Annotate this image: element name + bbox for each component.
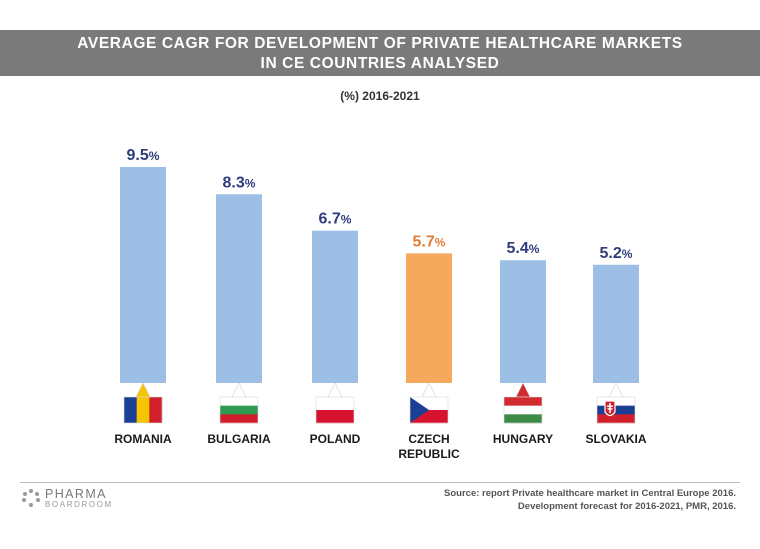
- bulgaria-flag-icon: [219, 382, 259, 424]
- bar-slovakia: [593, 264, 639, 383]
- value-label: 9.5%: [127, 147, 160, 164]
- value-label: 5.4%: [507, 240, 540, 257]
- source-line-1: Source: report Private healthcare market…: [444, 488, 736, 499]
- category-label: BULGARIA: [207, 432, 271, 446]
- category-label: REPUBLIC: [398, 447, 460, 461]
- czech-flag-icon: [409, 382, 449, 424]
- brand-subname: BOARDROOM: [45, 500, 113, 509]
- chart-title-line-2: IN CE COUNTRIES ANALYSED: [260, 55, 500, 72]
- chart-subtitle: (%) 2016-2021: [340, 89, 420, 103]
- bar-poland: [312, 230, 358, 383]
- category-label: ROMANIA: [114, 432, 172, 446]
- value-label: 8.3%: [223, 174, 256, 191]
- bar-romania: [120, 167, 166, 383]
- bar-chart: 9.5% ROMANIA 8.3% BULGARIA 6.7% POLAND 5.7% CZE…: [114, 147, 647, 461]
- chart-title-line-1: AVERAGE CAGR FOR DEVELOPMENT OF PRIVATE …: [77, 35, 683, 52]
- value-label: 6.7%: [319, 211, 352, 228]
- value-label: 5.7%: [413, 233, 446, 250]
- category-label: CZECH: [408, 432, 449, 446]
- category-label: HUNGARY: [493, 432, 553, 446]
- slovakia-flag-icon: [596, 382, 636, 424]
- hungary-flag-icon: [503, 382, 543, 424]
- source-note: Source: report Private healthcare market…: [444, 487, 736, 513]
- bar-czech-republic: [406, 253, 452, 383]
- poland-flag-icon: [315, 382, 355, 424]
- category-label: SLOVAKIA: [585, 432, 646, 446]
- brand-name: PHARMA: [45, 487, 107, 501]
- logo-dots-icon: [22, 489, 40, 507]
- title-bar: AVERAGE CAGR FOR DEVELOPMENT OF PRIVATE …: [0, 30, 760, 76]
- bar-bulgaria: [216, 194, 262, 383]
- category-label: POLAND: [310, 432, 361, 446]
- romania-flag-icon: [123, 382, 163, 424]
- source-line-2: Development forecast for 2016-2021, PMR,…: [517, 501, 736, 512]
- bar-hungary: [500, 260, 546, 383]
- value-label: 5.2%: [600, 245, 633, 262]
- footer-divider: [20, 482, 740, 483]
